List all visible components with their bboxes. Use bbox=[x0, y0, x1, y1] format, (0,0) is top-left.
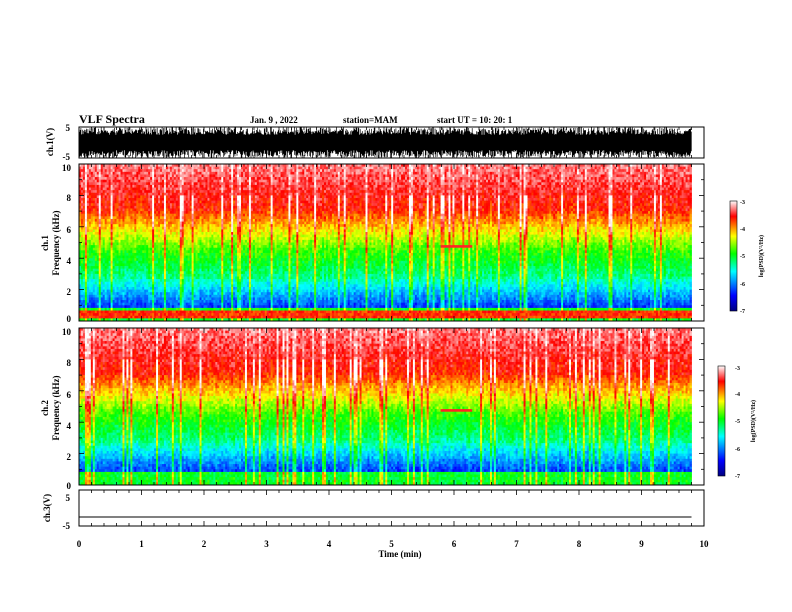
spectrogram-cell bbox=[690, 167, 692, 170]
waveform-1-ytick-bottom: -5 bbox=[63, 152, 71, 162]
waveform-1-ylabel: ch.1(V) bbox=[45, 128, 55, 156]
spectrogram-cell bbox=[690, 185, 692, 188]
figure-title: VLF Spectra bbox=[79, 112, 145, 126]
spectrogram-cell bbox=[690, 182, 692, 185]
waveform-panel-1: 5 -5 ch.1(V) bbox=[45, 123, 704, 162]
spectrogram-cell bbox=[690, 190, 692, 193]
spectrogram-cell bbox=[690, 172, 692, 175]
date-label: Jan. 9 , 2022 bbox=[250, 115, 298, 125]
station-label: station=MAM bbox=[343, 115, 398, 125]
spectrogram-panel-1: 0 2 4 6 8 10 ch.1 Frequency (kHz) -3 -4 … bbox=[40, 163, 765, 324]
spectrogram-cell bbox=[690, 177, 692, 180]
spectrogram-cell bbox=[690, 169, 692, 172]
spectrogram-cell bbox=[690, 188, 692, 191]
waveform-1-trace bbox=[80, 127, 692, 158]
start-time-label: start UT = 10: 20: 1 bbox=[437, 115, 513, 125]
spectrogram-cell bbox=[690, 180, 692, 183]
waveform-1-noise bbox=[80, 127, 692, 158]
waveform-1-ytick-top: 5 bbox=[66, 123, 71, 133]
spectrogram-1-image bbox=[79, 164, 692, 321]
spectrogram-cell bbox=[690, 174, 692, 177]
